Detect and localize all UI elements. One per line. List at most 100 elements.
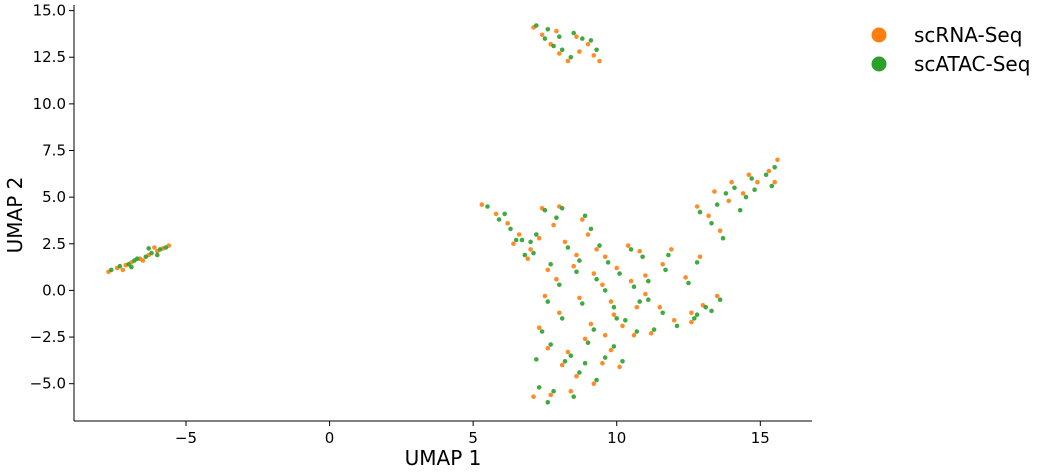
y-tick-label: −2.5 [30,328,66,346]
scrna-point [608,347,614,353]
x-tick-label: 10 [607,429,626,447]
scatac-point [146,246,151,251]
scatac-point [157,247,163,252]
scatac-point [634,329,640,334]
scatac-point [513,237,519,243]
scrna-point [631,332,637,338]
scatac-point [545,27,551,32]
scrna-point [594,247,599,252]
y-tick-label: 15.0 [33,2,66,20]
scatac-point [585,340,591,346]
scatac-point [694,312,700,318]
scrna-point [479,202,485,207]
scatac-point [591,327,597,332]
scatac-point [568,54,574,60]
scrna-point [574,252,579,258]
scatac-point [565,245,571,250]
scrna-point [634,304,640,310]
scatac-point [117,263,123,269]
scatac-point [769,183,775,189]
scrna-point [120,267,126,273]
scatac-point [580,36,585,41]
y-tick-label: 5.0 [42,188,66,206]
scatac-point [646,297,651,303]
scatac-point [519,237,525,243]
scatac-point [508,226,513,232]
scrna-point [617,364,622,370]
x-tick-label: −5 [175,429,197,447]
scrna-point [571,263,576,269]
scatac-point [559,47,565,53]
scrna-point [568,388,574,394]
scatac-point [551,388,556,394]
legend-label-scatac: scATAC-Seq [914,52,1030,76]
y-ticks: −5.0 −2.5 0.0 2.5 5.0 7.5 10.0 12.5 15.0 [30,2,74,393]
scatac-point [485,204,490,209]
scrna-point [625,243,631,248]
scatac-point [732,185,737,191]
scatac-point [620,359,625,364]
scatac-point [743,194,749,200]
scrna-point [565,349,571,355]
scatac-point [502,211,508,217]
scrna-point [614,265,619,271]
scrna-point [660,262,665,267]
scatac-point [580,301,585,306]
legend-marker-scrna [871,27,887,43]
legend-label-scrna: scRNA-Seq [914,23,1022,47]
scrna-point [591,271,597,276]
scrna-point [740,191,746,196]
scrna-point [600,360,605,366]
scrna-point [574,373,579,379]
scatac-point [720,235,726,241]
scrna-point [591,381,597,387]
scrna-point [637,248,642,254]
scrna-point [628,278,634,284]
x-tick-label: 15 [751,429,770,447]
scatac-point [531,250,536,256]
scatac-point [709,221,714,226]
scatac-point [611,304,617,310]
scrna-point [577,49,582,54]
scatac-point [674,323,680,329]
scrna-point [611,312,617,318]
scrna-point [536,325,542,331]
legend: scRNA-Seq scATAC-Seq [871,23,1030,76]
scrna-point [580,217,585,222]
scrna-point [516,232,522,237]
scrna-point [528,247,533,252]
scrna-point [539,32,545,38]
scatac-point [126,262,131,267]
scatac-point [686,280,691,286]
y-tick-label: 12.5 [33,48,66,66]
scatac-point [763,172,769,178]
scrna-point [600,282,605,288]
scrna-point [717,228,723,233]
scatac-point [623,318,628,323]
scatac-point [149,250,154,256]
x-tick-label: 5 [468,429,478,447]
scrna-point [542,293,548,299]
scrna-point [557,51,562,56]
scatac-point [723,191,729,196]
scatac-point [542,36,548,41]
scrna-point [648,331,654,336]
y-tick-label: −5.0 [30,375,66,393]
scatac-point [559,316,565,321]
scatac-point [714,202,720,207]
scatac-point [605,260,611,265]
scrna-point [772,179,777,185]
scrna-point [689,310,694,316]
scatac-point [551,43,556,49]
scatac-point [640,254,645,260]
y-tick-label: 0.0 [42,281,66,299]
scrna-point [608,299,614,304]
x-ticks: −5 0 5 10 15 [175,421,770,447]
scatac-point [545,400,551,405]
scrna-point [557,310,562,316]
scatac-point [571,30,576,36]
scatac-point [496,217,502,222]
scatac-point [717,297,723,303]
scrna-point [683,275,688,280]
scatac-point [534,357,539,362]
